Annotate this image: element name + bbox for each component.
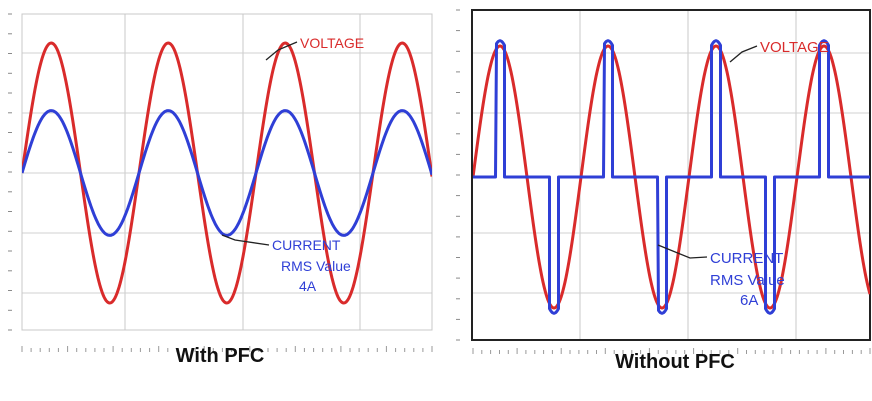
annotation-text: 6A (740, 292, 758, 309)
annotation-current: CURRENT RMS Value 6A (657, 244, 785, 309)
caption-with-pfc: With PFC (175, 345, 265, 367)
chart-without-pfc: VOLTAGE CURRENT RMS Value 6A (456, 9, 871, 354)
y-axis-ticks (8, 13, 12, 331)
annotation-text: VOLTAGE (300, 35, 364, 51)
caption-without-pfc: Without PFC (615, 351, 735, 373)
plot-grid (22, 14, 432, 330)
series-group (22, 41, 432, 305)
annotation-leader (221, 234, 270, 246)
annotation-text: RMS Value (281, 258, 351, 274)
series-line-current (473, 39, 870, 315)
x-axis-ticks (21, 346, 433, 352)
series-line-current (22, 109, 432, 237)
annotation-text: CURRENT (272, 237, 341, 253)
annotation-text: CURRENT (710, 250, 783, 267)
annotation-voltage: VOLTAGE (729, 39, 829, 63)
annotation-text: RMS Value (710, 272, 785, 289)
chart-with-pfc: VOLTAGE CURRENT RMS Value 4A (8, 13, 433, 352)
x-axis-ticks (472, 348, 871, 354)
plot-frame (471, 9, 871, 341)
annotation-leader (265, 41, 298, 61)
series-group (473, 39, 870, 315)
y-axis-ticks (456, 9, 460, 341)
series-line-voltage (22, 41, 432, 305)
annotation-current: CURRENT RMS Value 4A (221, 234, 351, 294)
annotation-text: 4A (299, 278, 317, 294)
series-line-voltage (473, 44, 870, 310)
annotation-voltage: VOLTAGE (265, 35, 364, 61)
plot-frame (21, 13, 433, 331)
annotation-leader (729, 45, 758, 63)
annotation-text: VOLTAGE (760, 39, 829, 56)
annotation-leader (657, 244, 708, 259)
